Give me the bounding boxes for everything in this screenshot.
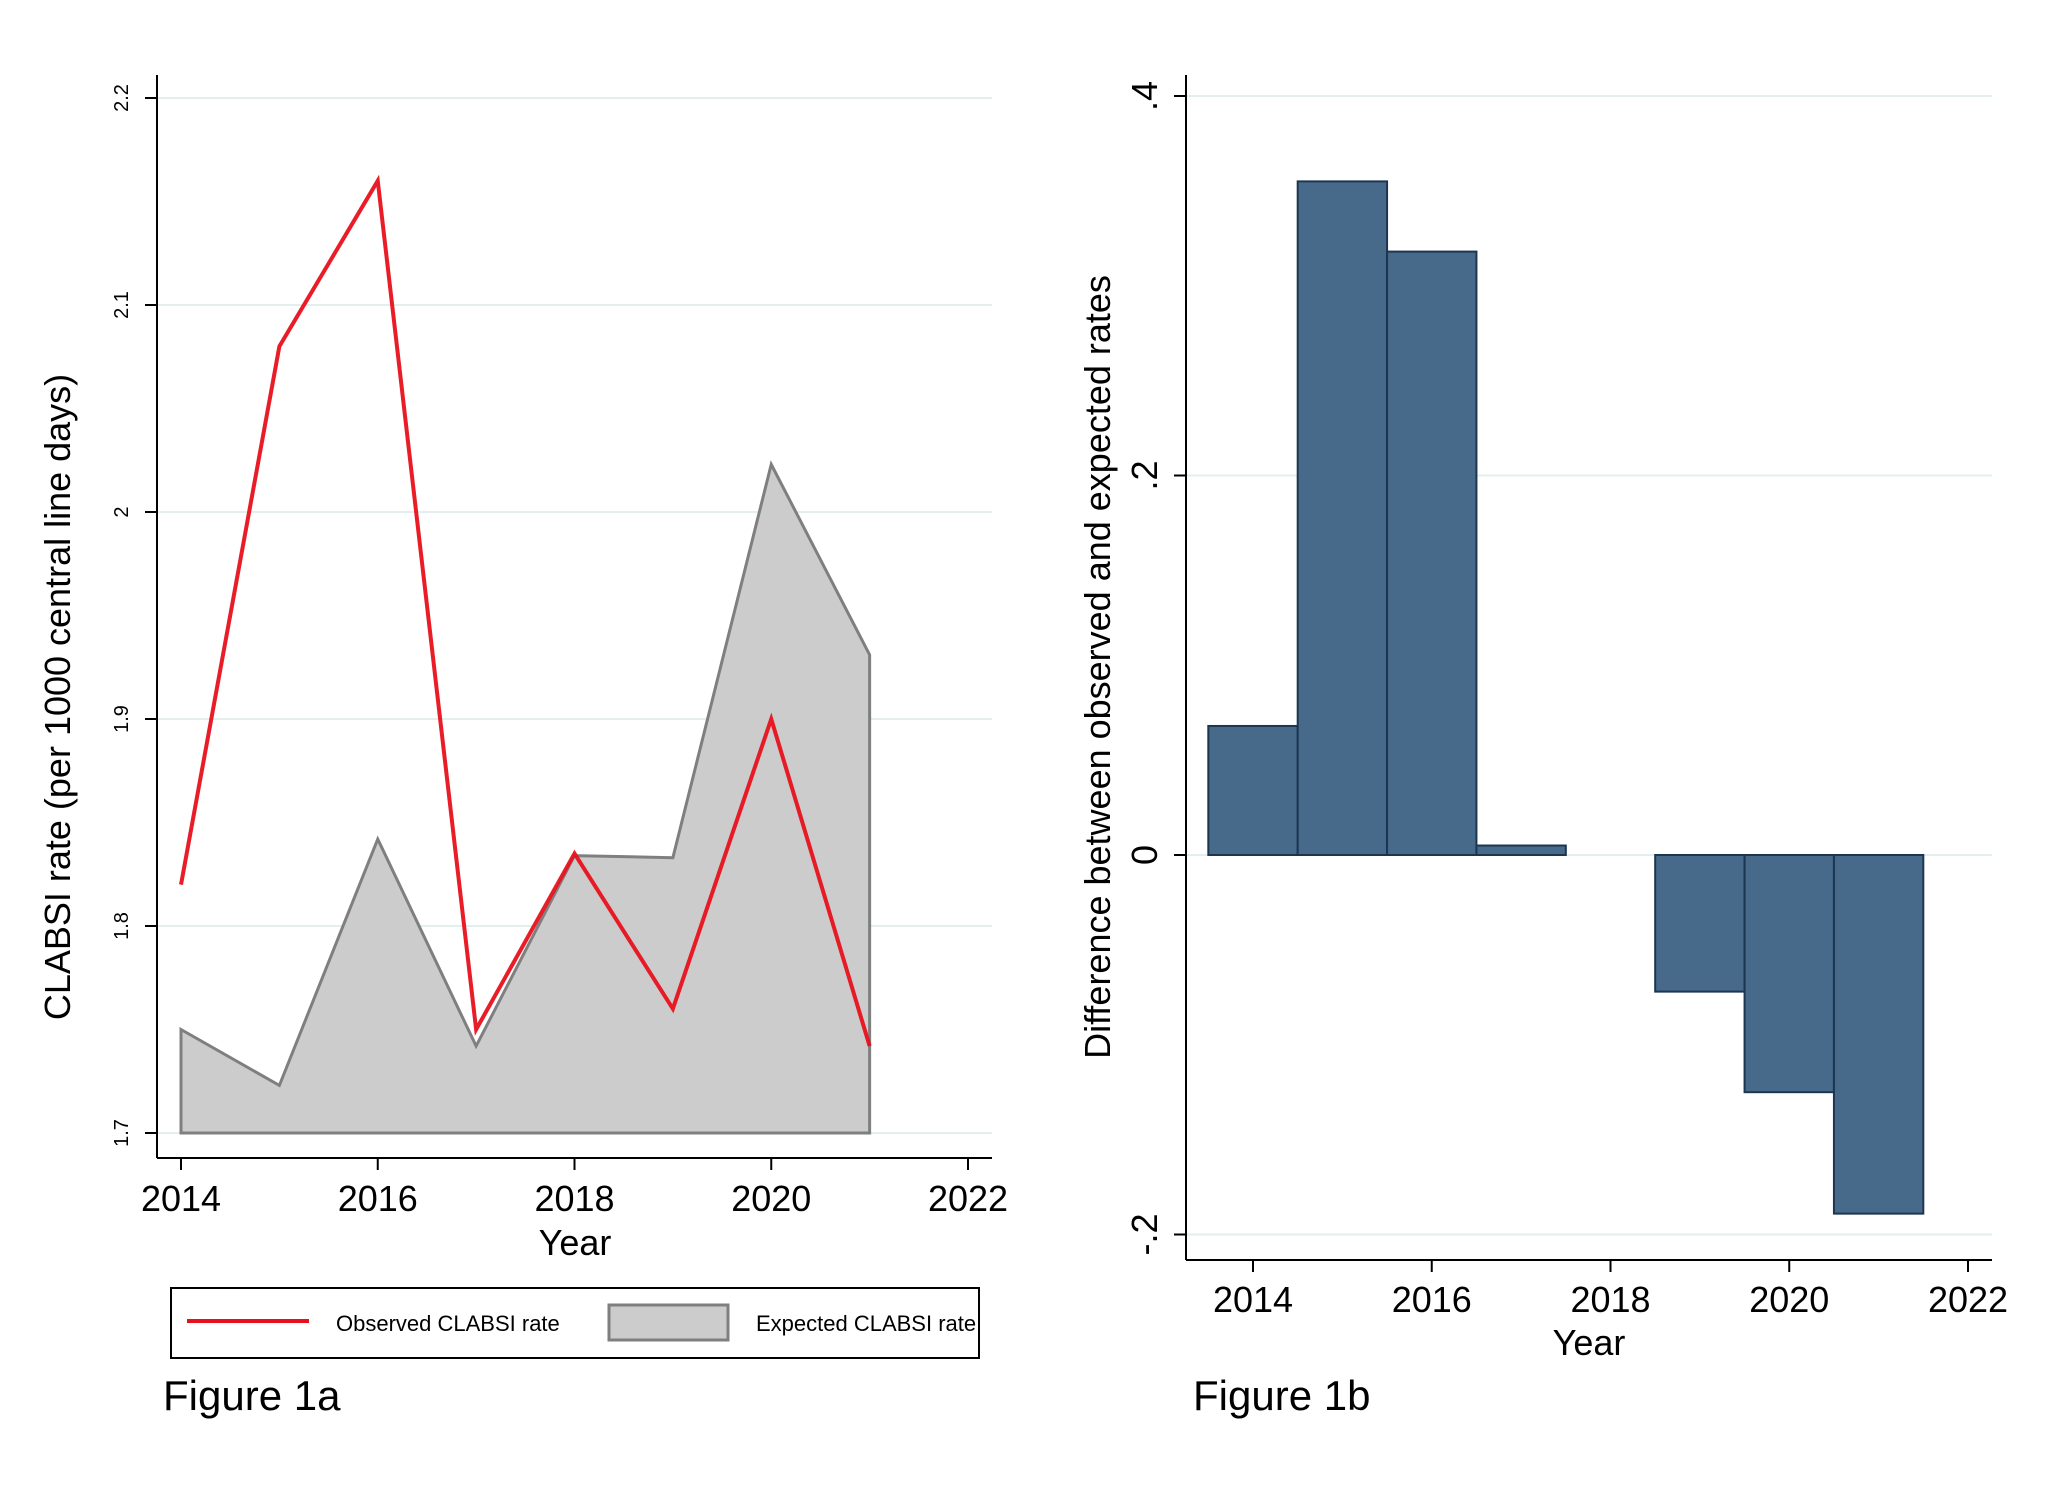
x-axis-title: Year (539, 1222, 612, 1263)
y-tick-label: .2 (1124, 460, 1165, 490)
chart-1b: -.2 0 .2 .4 2014 2016 2018 2020 2022 Year Differen… (1077, 75, 2008, 1363)
y-axis-title: Difference between observed and expected… (1077, 275, 1118, 1059)
y-axis-title: CLABSI rate (per 1000 central line days) (37, 374, 78, 1020)
y-tick-label: 1.7 (111, 1119, 133, 1147)
legend-expected-label: Expected CLABSI rate (756, 1311, 976, 1336)
x-tick-label: 2016 (338, 1178, 418, 1219)
x-tick-label: 2016 (1392, 1279, 1472, 1320)
expected-rate-area (179, 460, 872, 1135)
y-tick-label: .4 (1124, 81, 1165, 111)
x-tick-label: 2022 (1928, 1279, 2008, 1320)
observed-rate-line (179, 174, 872, 1047)
x-tick-label: 2020 (731, 1178, 811, 1219)
y-tick-label: 2.1 (111, 291, 133, 319)
x-tick-label: 2022 (928, 1178, 1008, 1219)
x-tick-label: 2020 (1749, 1279, 1829, 1320)
x-tick-label: 2014 (141, 1178, 221, 1219)
legend-expected-swatch (607, 1303, 730, 1342)
figure-1b-caption: Figure 1b (1193, 1372, 1371, 1419)
y-tick-label: 1.9 (111, 705, 133, 733)
bar (1654, 854, 1746, 993)
legend-observed-label: Observed CLABSI rate (336, 1311, 560, 1336)
x-tick-label: 2014 (1213, 1279, 1293, 1320)
bar (1475, 844, 1567, 857)
bar (1296, 180, 1389, 856)
bar (1386, 250, 1478, 857)
y-tick-label: 1.8 (111, 912, 133, 940)
figure-1a-caption: Figure 1a (163, 1372, 341, 1419)
y-tick-label: 2.2 (111, 84, 133, 112)
y-tick-label: 2 (111, 506, 133, 517)
bar (1207, 724, 1299, 856)
x-axis-title: Year (1553, 1322, 1626, 1363)
bar (1743, 854, 1835, 1094)
bar (1832, 854, 1925, 1215)
chart-1a: 1.7 1.8 1.9 2 2.1 2.2 2014 2016 2018 2020 2022 Year… (37, 75, 1008, 1359)
x-tick-label: 2018 (1570, 1279, 1650, 1320)
y-tick-label: -.2 (1124, 1213, 1165, 1255)
y-tick-label: 0 (1124, 845, 1165, 865)
x-tick-label: 2018 (534, 1178, 614, 1219)
